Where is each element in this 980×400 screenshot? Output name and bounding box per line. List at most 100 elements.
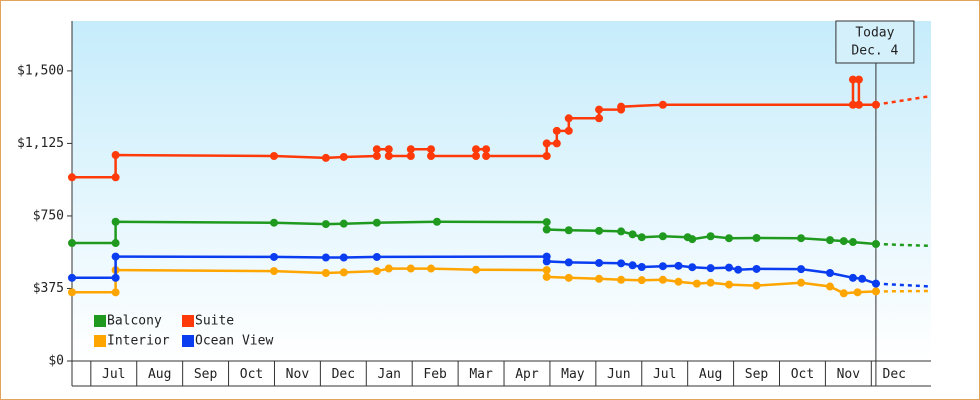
price-point [658, 262, 667, 271]
x-tick-label: Dec [332, 367, 355, 382]
price-point [372, 151, 381, 160]
legend-label: Ocean View [195, 334, 273, 349]
price-point [564, 126, 573, 135]
price-point [848, 100, 857, 109]
price-point [637, 233, 646, 242]
price-point [752, 264, 761, 273]
price-point [472, 265, 481, 274]
price-point [270, 252, 279, 261]
price-point [674, 277, 683, 286]
price-point [637, 263, 646, 272]
y-tick-label: $750 [33, 208, 64, 223]
price-point [406, 264, 415, 273]
price-point [542, 272, 551, 281]
x-tick-label: Jan [378, 367, 401, 382]
y-tick-label: $0 [48, 354, 64, 369]
price-point [848, 273, 857, 282]
price-line [72, 267, 876, 295]
price-point [637, 276, 646, 285]
price-point [724, 234, 733, 243]
price-point [658, 275, 667, 284]
today-box [835, 20, 915, 64]
price-point [564, 226, 573, 235]
price-point [111, 217, 120, 226]
y-tick-label: $1,125 [17, 136, 64, 151]
price-point [825, 269, 834, 278]
price-point [427, 145, 436, 154]
price-point [848, 75, 857, 84]
price-point [542, 257, 551, 266]
price-point [617, 259, 626, 268]
price-point [68, 273, 76, 282]
today-date: Dec. 4 [851, 44, 898, 59]
price-point [871, 287, 880, 296]
price-point [871, 100, 880, 109]
price-point [68, 288, 76, 297]
price-point [542, 218, 551, 227]
price-point [372, 252, 381, 261]
x-tick-label: Nov [837, 367, 861, 382]
legend-swatch [182, 335, 194, 347]
price-point [111, 288, 120, 297]
x-tick-label: Jul [102, 367, 125, 382]
price-point [384, 145, 393, 154]
price-point [427, 264, 436, 273]
y-tick-label: $375 [33, 281, 64, 296]
price-point [752, 281, 761, 290]
price-point [564, 114, 573, 123]
price-point [372, 218, 381, 227]
price-point [384, 264, 393, 273]
price-point [658, 100, 667, 109]
price-point [111, 173, 120, 182]
forecast-line [875, 242, 932, 248]
legend-label: Suite [195, 314, 234, 329]
legend-label: Interior [107, 334, 170, 349]
price-point [658, 232, 667, 241]
price-point [688, 263, 697, 272]
forecast-line [875, 94, 932, 106]
price-point [628, 261, 637, 270]
price-point [321, 269, 330, 278]
legend-swatch [94, 315, 106, 327]
price-point [321, 220, 330, 229]
x-tick-label: May [561, 367, 585, 382]
y-tick-label: $1,500 [17, 63, 64, 78]
price-point [706, 264, 715, 273]
price-point [595, 258, 604, 267]
price-point [825, 236, 834, 245]
x-tick-label: Sep [194, 367, 218, 382]
price-point [321, 153, 330, 162]
price-point [564, 273, 573, 282]
price-point [482, 151, 491, 160]
price-point [595, 105, 604, 114]
price-point [853, 288, 862, 297]
price-point [706, 232, 715, 241]
price-point [111, 151, 120, 160]
legend-swatch [182, 315, 194, 327]
price-point [427, 151, 436, 160]
price-point [724, 280, 733, 289]
price-point [564, 258, 573, 267]
price-point [339, 268, 348, 277]
plot-background [72, 21, 931, 361]
x-tick-label: Jul [653, 367, 676, 382]
legend-swatch [94, 335, 106, 347]
price-point [321, 253, 330, 262]
price-point [111, 239, 120, 248]
today-label: Today [855, 26, 894, 41]
x-tick-label: Dec [883, 367, 906, 382]
x-tick-label: Oct [791, 367, 814, 382]
legend-label: Balcony [107, 314, 162, 329]
price-point [797, 234, 806, 243]
price-point [688, 235, 697, 244]
price-point [68, 173, 76, 182]
price-point [542, 139, 551, 148]
price-point [68, 239, 76, 248]
price-point [472, 151, 481, 160]
price-point [854, 75, 863, 84]
price-point [825, 282, 834, 291]
price-point [617, 227, 626, 236]
price-point [472, 145, 481, 154]
